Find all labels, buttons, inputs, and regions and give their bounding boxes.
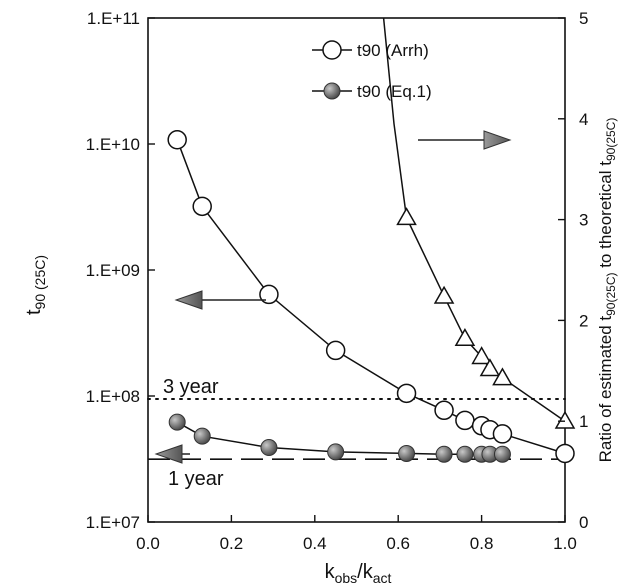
y-right-tick-label: 2 xyxy=(579,311,588,330)
data-point-ratio xyxy=(471,346,492,365)
y-left-tick-label: 1.E+09 xyxy=(86,261,140,280)
x-tick-label: 0.2 xyxy=(220,534,244,553)
legend-label-eq1: t90 (Eq.1) xyxy=(357,82,432,101)
data-point-eq1 xyxy=(493,445,511,463)
data-point-ratio xyxy=(554,410,576,429)
data-point-arrh xyxy=(455,410,475,431)
data-point-eq1 xyxy=(193,427,211,445)
y-right-axis-title: Ratio of estimated t90(25C) to theoretic… xyxy=(596,118,618,463)
data-point-eq1 xyxy=(435,445,453,463)
y-right-tick-label: 0 xyxy=(579,513,588,532)
x-tick-label: 0.8 xyxy=(470,534,494,553)
legend-label-arrh: t90 (Arrh) xyxy=(357,41,429,60)
legend-marker-arrh xyxy=(322,40,342,60)
ticks-layer: 0.0 0.2 0.4 0.6 0.8 1.0 1.E+07 1.E+08 1.E+09 1.E+… xyxy=(86,9,589,553)
reference-line-label: 1 year xyxy=(168,468,224,490)
reference-line-label: 3 year xyxy=(163,376,219,398)
data-point-arrh xyxy=(555,443,575,464)
data-point-ratio xyxy=(479,358,501,377)
data-point-arrh xyxy=(396,383,417,404)
x-tick-label: 1.0 xyxy=(553,534,577,553)
data-point-arrh xyxy=(167,130,187,150)
data-point-eq1 xyxy=(168,413,186,431)
data-point-ratio xyxy=(492,367,513,386)
data-point-arrh xyxy=(434,400,454,421)
y-right-tick-label: 1 xyxy=(579,412,588,431)
y-left-tick-label: 1.E+08 xyxy=(86,387,140,406)
data-point-eq1 xyxy=(398,444,416,462)
y-left-axis-title: t90 (25C) xyxy=(23,255,48,315)
x-tick-label: 0.6 xyxy=(386,534,410,553)
y-left-tick-label: 1.E+11 xyxy=(87,9,140,28)
series-layer xyxy=(167,17,576,464)
y-right-tick-label: 3 xyxy=(579,211,588,230)
data-point-eq1 xyxy=(327,443,345,461)
y-left-tick-label: 1.E+07 xyxy=(86,513,140,532)
data-point-eq1 xyxy=(456,445,474,463)
arrow-left-axis-lower-head xyxy=(154,444,183,464)
x-axis-title: kobs/kact xyxy=(325,561,392,586)
legend: t90 (Arrh) t90 (Eq.1) xyxy=(312,40,432,101)
series-line-arrh xyxy=(176,139,566,455)
y-right-tick-label: 5 xyxy=(579,9,588,28)
arrow-left-axis-head xyxy=(174,290,203,310)
y-right-tick-label: 4 xyxy=(579,110,588,129)
data-point-eq1 xyxy=(260,439,278,457)
y-left-tick-label: 1.E+10 xyxy=(86,135,140,154)
data-point-arrh xyxy=(192,196,212,217)
data-point-arrh xyxy=(325,340,346,361)
arrow-right-axis-head xyxy=(483,130,512,150)
data-point-ratio xyxy=(396,207,417,226)
x-tick-label: 0.0 xyxy=(136,534,160,553)
legend-marker-eq1 xyxy=(323,82,341,100)
data-point-arrh xyxy=(259,284,279,305)
arrows-layer xyxy=(154,130,512,464)
data-point-arrh xyxy=(492,424,513,444)
data-point-ratio xyxy=(454,328,476,347)
data-point-ratio xyxy=(433,285,455,304)
x-tick-label: 0.4 xyxy=(303,534,327,553)
